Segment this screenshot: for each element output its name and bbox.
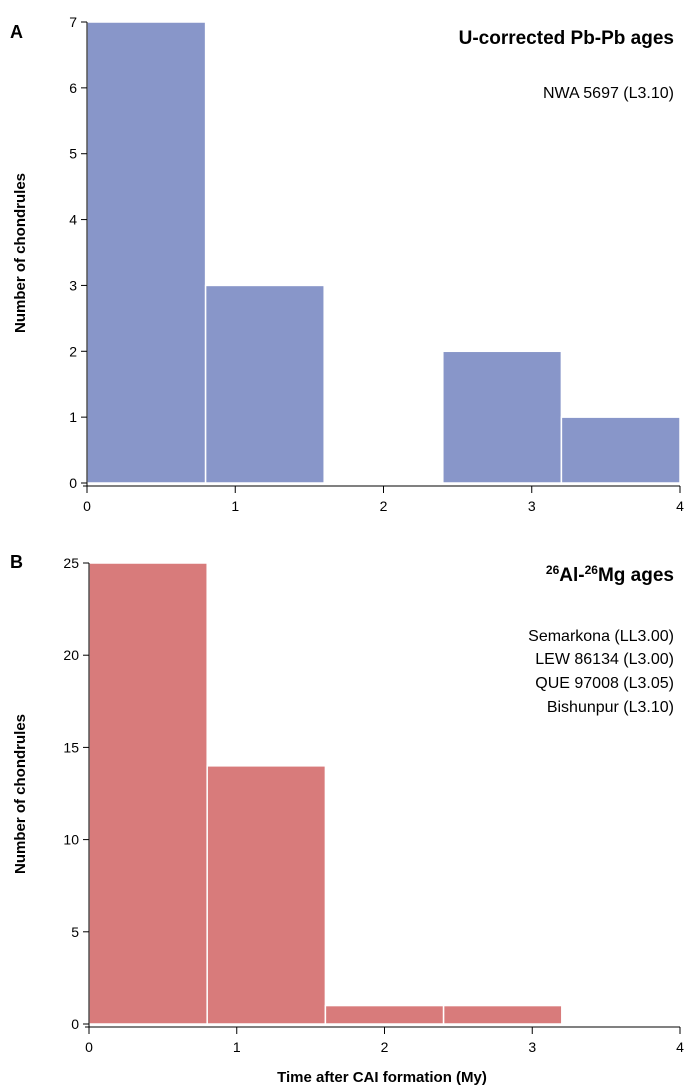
x-tick-label-a-2: 2 bbox=[380, 498, 388, 514]
annotation-b-3: Bishunpur (L3.10) bbox=[547, 699, 674, 716]
annotation-a-0: NWA 5697 (L3.10) bbox=[543, 85, 674, 102]
y-tick-label-b-10: 10 bbox=[63, 832, 79, 848]
x-tick-label-a-1: 1 bbox=[231, 498, 239, 514]
bar-a-4 bbox=[560, 416, 681, 484]
y-tick-label-b-0: 0 bbox=[71, 1016, 79, 1032]
y-tick-label-b-5: 5 bbox=[71, 924, 79, 940]
bar-a-1 bbox=[204, 284, 325, 484]
title-b-sup2: 26 bbox=[585, 563, 599, 577]
panel-label-b: B bbox=[10, 552, 23, 572]
chart-title-b: 26Al-26Mg ages bbox=[546, 563, 674, 586]
x-tick-label-b-4: 4 bbox=[676, 1039, 684, 1055]
y-tick-label-a-4: 4 bbox=[69, 212, 77, 228]
title-b-part2: Mg ages bbox=[598, 565, 674, 586]
y-tick-label-a-7: 7 bbox=[69, 14, 77, 30]
y-axis-a: 0 1 2 3 4 5 6 7 bbox=[69, 14, 88, 491]
y-tick-label-a-0: 0 bbox=[69, 475, 77, 491]
y-tick-label-b-25: 25 bbox=[63, 555, 79, 571]
annotation-b-2: QUE 97008 (L3.05) bbox=[535, 675, 674, 692]
x-tick-label-a-4: 4 bbox=[676, 498, 684, 514]
x-tick-label-a-0: 0 bbox=[83, 498, 91, 514]
bar-a-0 bbox=[86, 21, 207, 484]
y-tick-label-a-3: 3 bbox=[69, 277, 77, 293]
title-b-part1: Al- bbox=[559, 565, 584, 586]
panel-label-a: A bbox=[10, 22, 23, 42]
y-tick-label-b-20: 20 bbox=[63, 647, 79, 663]
x-axis-a: 0 1 2 3 4 bbox=[83, 485, 684, 514]
bar-b-1 bbox=[206, 765, 327, 1025]
y-tick-label-b-15: 15 bbox=[63, 739, 79, 755]
y-axis-b: 0 5 10 15 20 25 bbox=[63, 555, 90, 1032]
x-tick-label-b-3: 3 bbox=[528, 1039, 536, 1055]
x-axis-label-b: Time after CAI formation (My) bbox=[277, 1069, 487, 1086]
x-axis-b: 0 1 2 3 4 bbox=[85, 1026, 684, 1055]
y-tick-label-a-5: 5 bbox=[69, 146, 77, 162]
y-axis-label-a: Number of chondrules bbox=[12, 173, 29, 333]
annotation-b-1: LEW 86134 (L3.00) bbox=[535, 651, 674, 668]
y-axis-label-b: Number of chondrules bbox=[12, 714, 29, 874]
annotation-b-0: Semarkona (LL3.00) bbox=[528, 628, 674, 645]
title-b-sup1: 26 bbox=[546, 563, 560, 577]
bars-b bbox=[88, 562, 563, 1025]
y-tick-label-a-2: 2 bbox=[69, 343, 77, 359]
x-tick-label-b-1: 1 bbox=[233, 1039, 241, 1055]
x-tick-label-b-0: 0 bbox=[85, 1039, 93, 1055]
panel-a: A 0 1 2 3 4 5 6 7 0 1 2 3 4 Number of chondrules U-… bbox=[10, 14, 684, 514]
bars-a bbox=[86, 21, 681, 484]
bar-b-2 bbox=[324, 1004, 445, 1025]
bar-b-0 bbox=[88, 562, 208, 1025]
y-tick-label-a-1: 1 bbox=[69, 409, 77, 425]
bar-a-3 bbox=[442, 350, 563, 484]
x-tick-label-a-3: 3 bbox=[528, 498, 536, 514]
bar-b-3 bbox=[442, 1004, 563, 1025]
y-tick-label-a-6: 6 bbox=[69, 80, 77, 96]
chart-title-a: U-corrected Pb-Pb ages bbox=[459, 28, 674, 49]
x-tick-label-b-2: 2 bbox=[381, 1039, 389, 1055]
